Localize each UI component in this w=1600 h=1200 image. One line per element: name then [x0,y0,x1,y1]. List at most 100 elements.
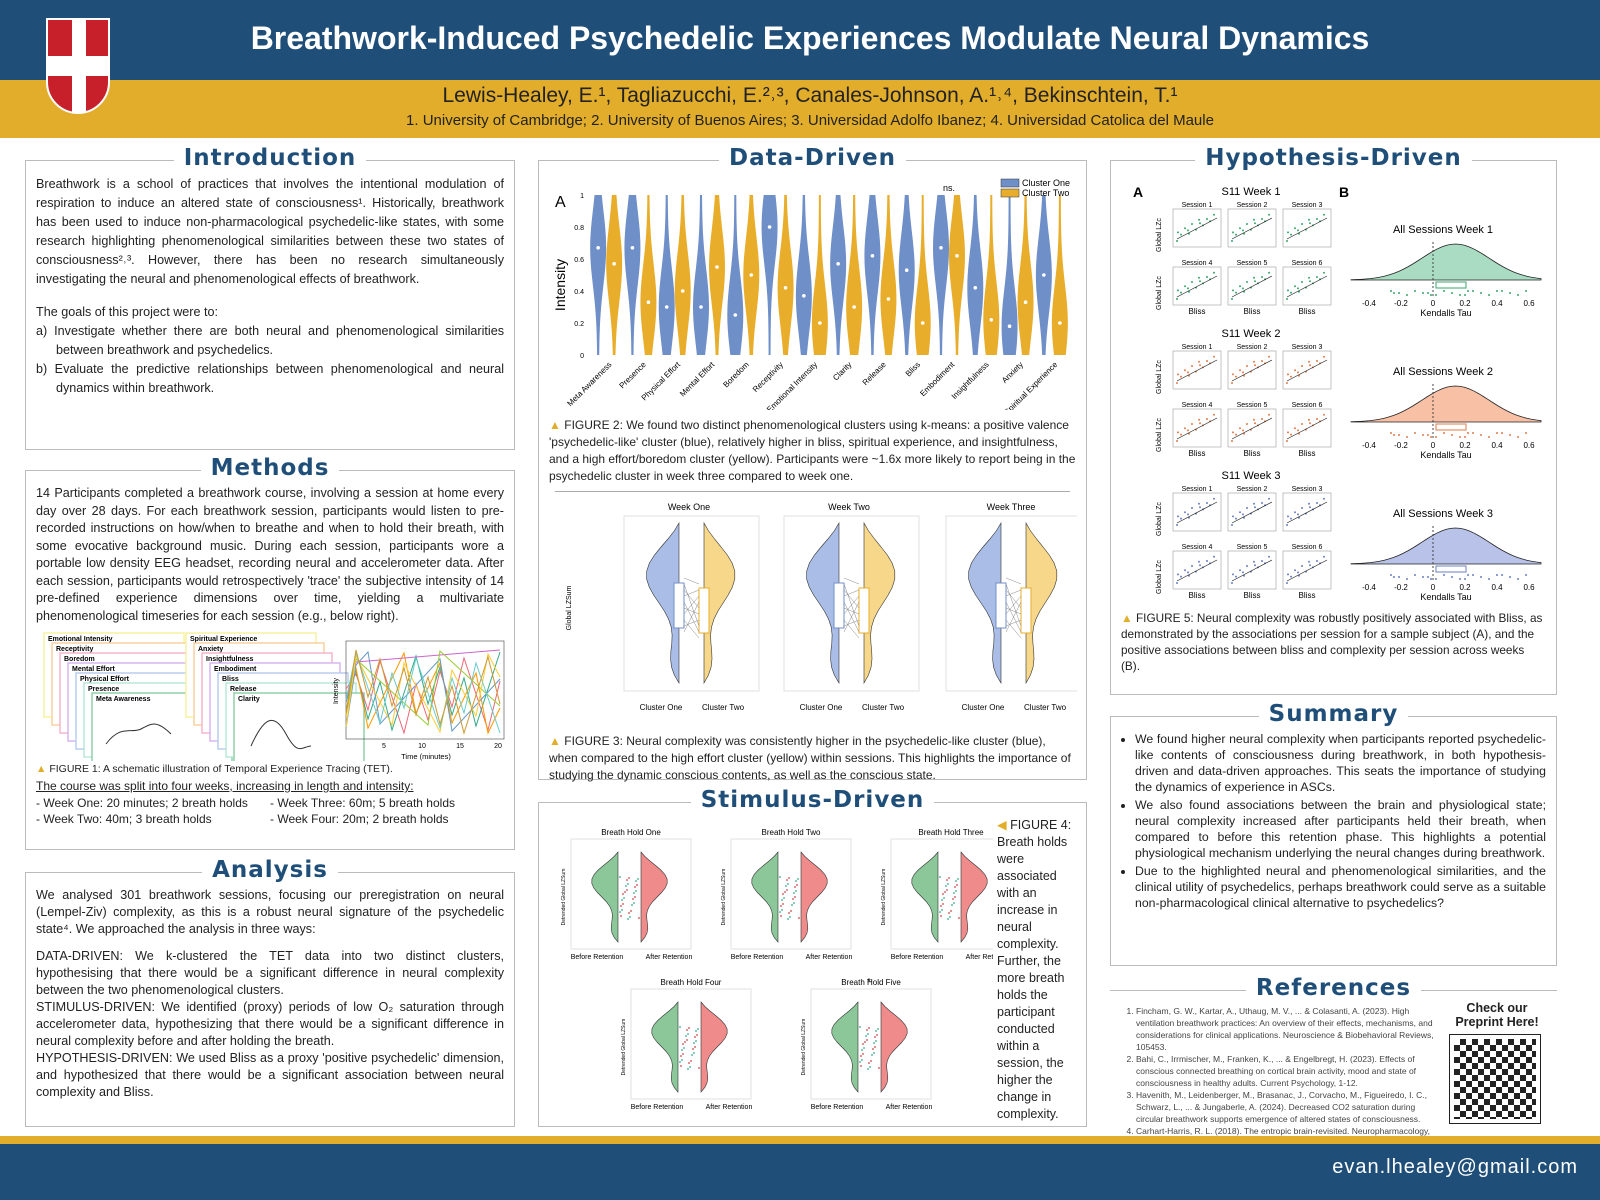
scatter-point [1242,513,1244,516]
data-point [631,904,633,906]
data-point [954,886,956,888]
y-axis-label: Global LZSum [566,585,573,630]
scatter-frame [1172,550,1222,590]
scatter-frame [1282,266,1332,306]
data-point [626,879,628,881]
scatter-point [1290,433,1292,436]
scatter-point [1309,564,1311,567]
tau-point [1517,436,1519,438]
scatter-point [1323,413,1325,416]
x-tick-label: 0.6 [1523,299,1535,308]
figure-4-breath-hold-violins: Breath Hold One Detrended Global LZSum Bef… [561,828,993,1111]
scatter-point [1239,369,1241,372]
data-point [622,903,624,905]
data-point [793,902,795,904]
paired-line [1005,577,1022,585]
scatter-point [1287,515,1289,518]
week-three: - Week Three: 60m; 5 breath holds [270,796,455,810]
data-point [784,891,786,893]
contact-email[interactable]: evan.lhealey@gmail.com [1332,1156,1578,1178]
tet-card-label: Receptivity [56,646,93,653]
violin-cluster-two [1051,195,1068,355]
session-label: Session 4 [1182,260,1213,267]
analysis-intro: We analysed 301 breathwork sessions, foc… [36,888,504,936]
tau-point [1393,434,1395,436]
data-point [866,1039,868,1041]
tau-point [1472,432,1474,434]
data-point [949,916,951,918]
median-point [818,321,822,325]
scatter-point [1246,507,1248,509]
scatter-point [1301,423,1303,425]
x-tick-label: 20 [494,743,502,750]
tau-point [1406,294,1408,296]
median-point [733,313,738,317]
scatter-point [1231,382,1233,384]
data-point [624,891,626,893]
scatter-point [1316,276,1318,278]
data-point [788,912,790,914]
x-tick-label: Cluster One [640,703,683,712]
section-title: Analysis [202,857,338,883]
summary-section: Summary We found higher neural complexit… [1110,701,1557,966]
data-point [958,917,960,919]
scatter-point [1180,375,1182,378]
panel-label: A [555,194,566,211]
analysis-data-driven: DATA-DRIVEN: We k-clustered the TET data… [36,949,504,997]
x-axis-label: Bliss [1189,307,1206,316]
week-title: Week Two [828,502,870,512]
regression-line [1286,417,1328,440]
scatter-point [1286,582,1288,584]
tau-point [1480,292,1482,294]
tet-card-label: Meta Awareness [96,696,151,703]
violin-cluster-one [795,195,812,355]
violin-after [960,851,988,943]
scatter-point [1308,502,1310,505]
scatter-point [1294,285,1296,288]
y-axis-label: Global LZc [1156,502,1163,536]
scatter-point [1177,515,1179,518]
median-point [955,254,959,258]
x-tick-label: Receptivity [751,360,785,394]
triangle-icon: ◀ [997,818,1007,832]
poster-title: Breathwork-Induced Psychedelic Experienc… [250,20,1370,56]
scatter-point [1177,431,1179,434]
scatter-frame [1282,492,1332,532]
x-tick-label: Meta Awareness [565,360,613,408]
scatter-point [1309,422,1311,425]
scatter-point [1268,271,1270,274]
tau-point [1488,294,1490,296]
scatter-point [1254,506,1256,509]
figure-5-caption: FIGURE 5: Neural complexity was robustly… [1121,611,1543,673]
tau-point [1525,574,1527,576]
regression-line [1231,275,1273,298]
session-label: Session 4 [1182,402,1213,409]
data-point [636,884,638,886]
y-axis-label: Global LZc [1156,418,1163,452]
tau-point [1464,436,1466,438]
x-tick-label: -0.2 [1394,299,1408,308]
data-point [695,1040,697,1042]
data-point [633,902,635,904]
paired-line [1005,619,1022,627]
legend-label: Cluster Two [1022,188,1069,198]
tau-point [1509,434,1511,436]
scatter-point [1235,233,1237,236]
paired-line [683,589,700,597]
scatter-point [1187,513,1189,516]
x-axis-label: Time (minutes) [401,752,451,761]
data-point [939,911,941,913]
scatter-point [1246,223,1248,225]
tau-point [1390,574,1392,576]
data-point [681,1049,683,1051]
preprint-qr-code[interactable] [1449,1034,1541,1124]
scatter-point [1254,422,1256,425]
week-title: S11 Week 1 [1222,186,1281,198]
data-point [783,897,785,899]
density-curve [1350,385,1542,423]
data-point [679,1061,681,1063]
data-point [940,915,942,917]
scatter-point [1184,427,1186,430]
x-tick-label: Cluster One [800,703,843,712]
data-point [866,1029,868,1031]
